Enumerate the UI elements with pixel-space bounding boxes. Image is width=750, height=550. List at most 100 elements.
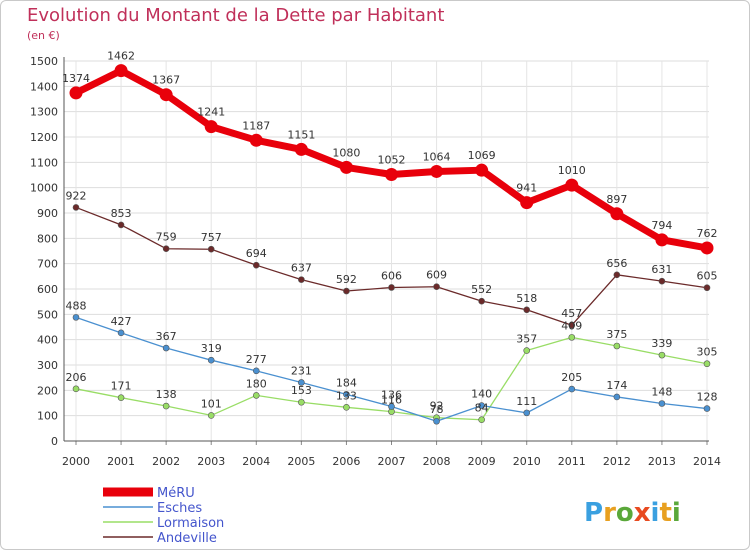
x-tick-label: 2011 xyxy=(558,455,586,468)
data-label: 171 xyxy=(111,380,132,393)
data-label: 609 xyxy=(426,269,447,282)
data-point xyxy=(658,351,666,359)
data-point xyxy=(568,385,576,393)
data-label: 92 xyxy=(430,400,444,413)
data-label-layer: 1374 1462 1367 1241 1187 1151 1080 1052 1064 1069… xyxy=(62,50,718,417)
data-point xyxy=(658,277,666,285)
data-label: 101 xyxy=(201,397,222,410)
data-label: 592 xyxy=(336,273,357,286)
data-label: 84 xyxy=(475,402,489,415)
data-label: 922 xyxy=(66,189,87,202)
data-point xyxy=(117,329,125,337)
y-tick-label: 900 xyxy=(37,207,58,220)
x-tick-label: 2003 xyxy=(197,455,225,468)
logo-letter: x xyxy=(634,498,651,528)
data-point xyxy=(523,306,531,314)
data-label: 357 xyxy=(516,333,537,346)
data-label: 78 xyxy=(430,403,444,416)
data-point xyxy=(568,334,576,341)
logo-letter: r xyxy=(603,498,616,528)
data-point xyxy=(613,342,621,350)
data-point xyxy=(385,167,398,181)
x-tick-label: 2001 xyxy=(107,455,135,468)
data-point xyxy=(207,356,215,364)
data-point xyxy=(610,207,624,221)
y-tick-label: 200 xyxy=(37,384,58,397)
data-label: 133 xyxy=(336,389,357,402)
y-tick-label: 1100 xyxy=(30,156,58,169)
chart-title: Evolution du Montant de la Dette par Hab… xyxy=(27,5,445,26)
data-point xyxy=(117,394,125,401)
data-label: 1052 xyxy=(378,153,406,166)
data-point xyxy=(703,284,711,292)
data-point xyxy=(433,417,440,425)
legend-label: MéRU xyxy=(157,486,195,501)
data-label: 1374 xyxy=(62,72,90,85)
data-point xyxy=(204,120,218,134)
y-tick-label: 1000 xyxy=(30,182,58,195)
data-point xyxy=(159,88,173,102)
data-label: 206 xyxy=(66,371,87,384)
y-tick-label: 1300 xyxy=(30,106,58,119)
data-label: 339 xyxy=(651,337,672,350)
data-point xyxy=(703,360,711,368)
proxiti-logo: Proxiti xyxy=(584,498,681,528)
data-label: 656 xyxy=(606,257,627,270)
y-tick-label: 800 xyxy=(37,232,58,245)
logo-letter: i xyxy=(672,498,681,528)
data-point xyxy=(388,284,395,291)
x-tick-label: 2010 xyxy=(513,455,541,468)
data-label: 116 xyxy=(381,394,402,407)
data-label: 518 xyxy=(516,292,537,305)
data-label: 457 xyxy=(561,307,582,320)
y-tick-label: 100 xyxy=(37,410,58,423)
data-label: 375 xyxy=(606,328,627,341)
data-label: 409 xyxy=(561,319,582,332)
data-point xyxy=(117,221,125,229)
data-label: 637 xyxy=(291,262,312,275)
data-label: 277 xyxy=(246,353,267,366)
data-point xyxy=(207,412,215,419)
data-label: 1010 xyxy=(558,164,586,177)
data-label: 136 xyxy=(381,389,402,402)
data-point xyxy=(703,405,711,412)
data-point xyxy=(343,404,350,411)
data-label: 694 xyxy=(246,247,267,260)
data-label: 1241 xyxy=(197,106,225,119)
data-label: 897 xyxy=(606,193,627,206)
data-point xyxy=(298,379,305,386)
data-point xyxy=(162,245,170,253)
data-label: 174 xyxy=(606,379,627,392)
x-tick-label: 2014 xyxy=(693,455,721,468)
x-tick-label: 2002 xyxy=(152,455,180,468)
chart-unit-label: (en €) xyxy=(27,29,60,42)
data-point xyxy=(207,245,215,253)
data-point xyxy=(565,178,579,192)
legend-label: Esches xyxy=(157,501,202,516)
data-label: 140 xyxy=(471,388,492,401)
data-label: 941 xyxy=(516,182,537,195)
x-tick-label: 2004 xyxy=(242,455,270,468)
data-label: 757 xyxy=(201,231,222,244)
data-point xyxy=(343,287,350,295)
data-point xyxy=(613,271,621,279)
data-point xyxy=(655,233,669,247)
logo-letter: i xyxy=(651,498,660,528)
data-point xyxy=(252,367,260,375)
data-label: 1462 xyxy=(107,50,135,63)
data-point xyxy=(613,393,621,401)
data-label: 111 xyxy=(516,395,537,408)
y-tick-label: 1200 xyxy=(30,131,58,144)
data-point xyxy=(478,402,485,409)
x-tick-label: 2013 xyxy=(648,455,676,468)
data-label: 1187 xyxy=(242,119,270,132)
x-tick-label: 2009 xyxy=(468,455,496,468)
x-tick-label: 2007 xyxy=(378,455,406,468)
y-tick-label: 400 xyxy=(37,334,58,347)
y-tick-label: 1400 xyxy=(30,80,58,93)
data-point xyxy=(430,164,444,178)
axis-layer: 0 100 200 300 400 500 600 700 800 900 1000 1100 1200… xyxy=(30,55,721,468)
logo-letter: o xyxy=(616,498,634,528)
